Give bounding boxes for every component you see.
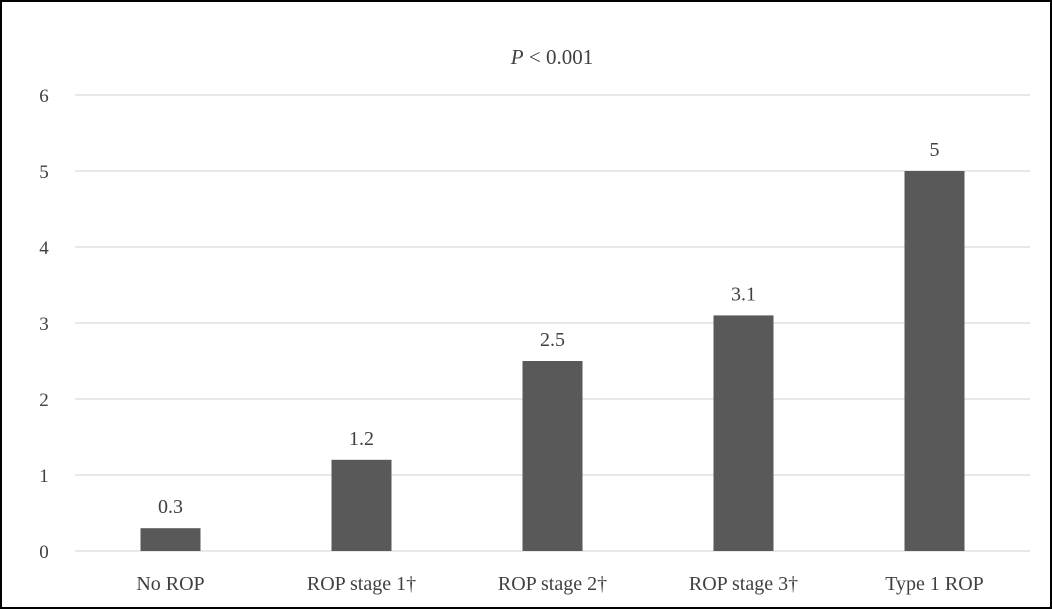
bar [713, 315, 774, 551]
title-p-value: < 0.001 [524, 45, 594, 69]
value-label: 1.2 [349, 428, 374, 450]
bar [522, 361, 583, 551]
bar [140, 528, 201, 551]
bar [904, 171, 965, 551]
value-labels: 0.3 1.2 2.5 3.1 5 [158, 139, 940, 518]
y-tick-label: 1 [39, 466, 49, 487]
y-tick-label: 5 [39, 162, 49, 183]
x-tick-label: ROP stage 1† [307, 573, 416, 595]
bar [331, 459, 392, 551]
y-tick-label: 0 [39, 542, 49, 563]
value-label: 0.3 [158, 496, 183, 518]
x-axis-ticks: No ROP ROP stage 1† ROP stage 2† ROP stage … [136, 573, 983, 595]
y-tick-label: 3 [39, 314, 49, 335]
bars [140, 171, 965, 551]
value-label: 2.5 [540, 329, 565, 351]
value-label: 5 [930, 139, 940, 161]
y-tick-label: 6 [39, 86, 49, 107]
y-tick-label: 4 [39, 238, 49, 259]
gridlines [75, 94, 1030, 552]
y-axis-ticks: 0 1 2 3 4 5 6 [39, 86, 49, 563]
y-tick-label: 2 [39, 390, 49, 411]
x-tick-label: ROP stage 3† [689, 573, 798, 595]
title-p-symbol: P [510, 45, 524, 69]
x-tick-label: ROP stage 2† [498, 573, 607, 595]
x-tick-label: Type 1 ROP [885, 573, 984, 595]
chart-title: P < 0.001 [510, 45, 593, 69]
x-tick-label: No ROP [136, 573, 204, 595]
value-label: 3.1 [731, 283, 756, 305]
